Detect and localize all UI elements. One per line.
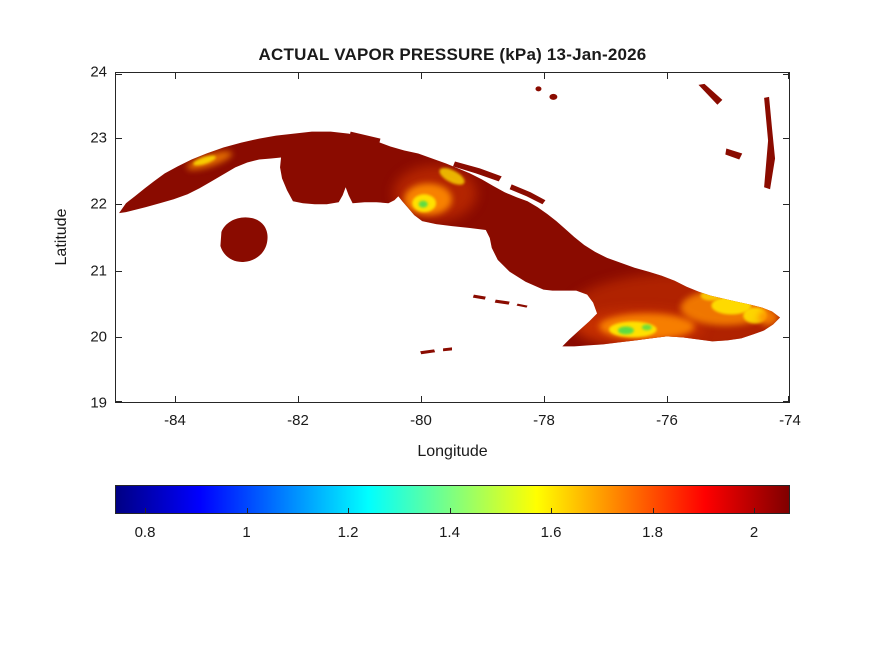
axis-tick-mark [783,138,789,140]
axis-tick-mark [116,138,122,140]
heat-blob [758,309,779,326]
hotspot-layer [186,151,781,347]
heat-blob [193,155,216,166]
heat-blob [439,167,465,185]
islet [549,93,558,100]
x-tick-label: -80 [410,412,432,429]
colorbar-tick-label: 1 [242,524,251,541]
axis-tick-mark [116,336,122,338]
colorbar-gradient [116,486,789,513]
colorbar-tick-label: 1.4 [439,524,460,541]
axis-tick-mark [175,396,176,402]
axis-tick-mark [652,508,654,513]
plot-title: ACTUAL VAPOR PRESSURE (kPa) 13-Jan-2026 [258,45,647,64]
x-axis-label: Longitude [417,443,488,460]
y-tick-label: 24 [90,63,107,81]
heat-blob [418,200,428,208]
x-tick-label: -82 [287,412,309,429]
heat-blob [617,326,634,335]
axis-tick-mark [449,508,451,513]
islet [494,299,510,305]
axis-tick-mark [175,73,176,79]
axis-tick-mark [754,508,755,513]
hotspot-western-cuba [186,151,233,170]
heat-blob [641,324,652,331]
axis-tick-mark [298,73,299,79]
axis-tick-mark [421,73,422,79]
axis-tick-mark [544,396,545,402]
y-tick-label: 21 [90,262,107,280]
axis-tick-mark [421,396,422,402]
axis-tick-mark [783,336,789,338]
islet [452,161,502,182]
axis-tick-mark [783,74,789,75]
axis-tick-mark [116,270,122,272]
axis-tick-mark [116,401,122,402]
hotspot-eastern-cuba [567,272,781,347]
islet [472,294,486,300]
axis-tick-mark [544,73,545,79]
colorbar-tick-label: 0.8 [134,524,156,541]
plot-area [115,72,790,403]
y-tick-label: 20 [90,328,107,346]
axis-tick-mark [667,396,668,402]
axis-tick-mark [667,73,668,79]
islet [535,86,542,92]
isla-de-la-juventud [220,217,268,262]
colorbar-tick-label: 1.2 [337,524,359,541]
hotspot-central-cuba [393,165,477,222]
x-tick-label: -74 [779,412,801,429]
axis-tick-mark [783,401,789,402]
axis-tick-mark [246,508,248,513]
axis-tick-mark [783,270,789,272]
y-tick-label: 19 [90,394,107,412]
colorbar-tick-label: 1.8 [642,524,663,541]
axis-tick-mark [551,508,552,513]
y-tick-label: 22 [90,195,107,213]
colorbar-tick-label: 2 [749,524,759,541]
colorbar-tick-label: 1.6 [540,524,562,541]
axis-tick-mark [116,74,122,75]
axis-tick-mark [298,396,299,402]
islet [443,347,453,352]
x-tick-label: -78 [533,412,555,429]
x-tick-label: -84 [164,412,186,429]
axis-tick-mark [788,73,789,79]
islet [509,184,546,205]
islet [420,349,436,355]
axis-tick-mark [145,508,146,513]
y-tick-label: 23 [90,129,107,147]
islet [349,131,381,143]
colorbar [115,485,790,514]
axis-tick-mark [116,204,122,206]
cuba-map [119,83,781,355]
axis-tick-mark [783,204,789,206]
heat-blob [700,290,721,301]
axis-tick-mark [788,396,789,402]
axis-tick-mark [348,508,349,513]
islet [725,148,743,160]
y-axis-label: Latitude [53,208,70,266]
islet [764,96,776,190]
islet [698,83,723,105]
islet [516,303,528,308]
x-tick-label: -76 [656,412,678,429]
